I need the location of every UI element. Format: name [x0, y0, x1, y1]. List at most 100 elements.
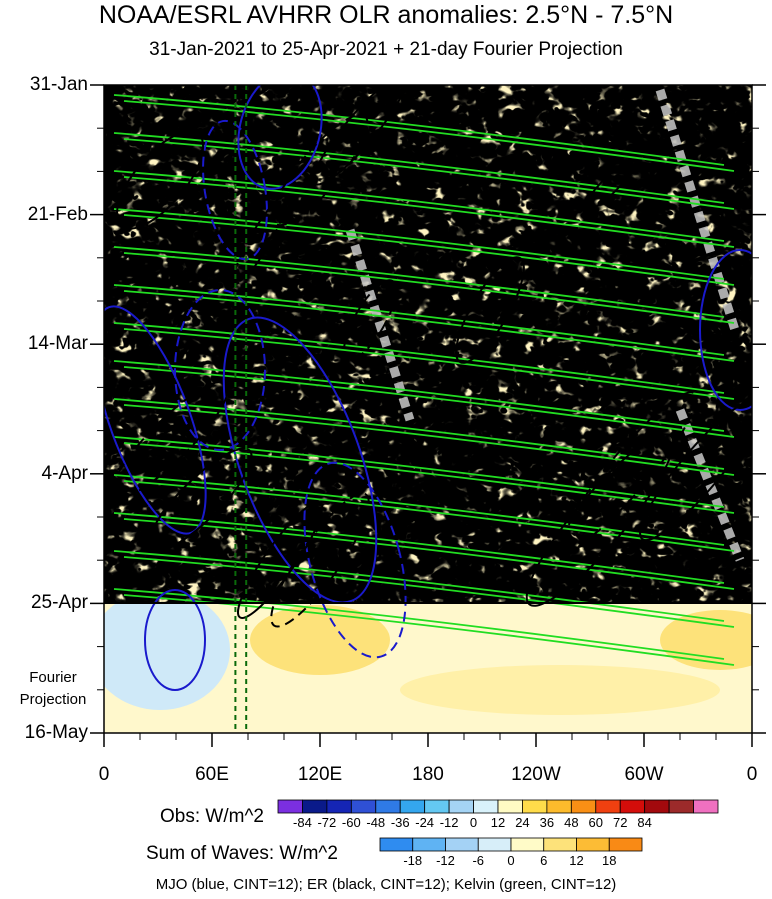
x-tick-label: 60W — [624, 764, 664, 785]
kelvin-contour — [113, 246, 725, 318]
obs-legend-swatch — [522, 799, 548, 814]
obs-legend-tick-label: 0 — [469, 815, 478, 830]
waves-legend-swatch — [576, 837, 610, 852]
er-contour — [562, 391, 698, 549]
contour-legend-note: MJO (blue, CINT=12); ER (black, CINT=12)… — [155, 876, 617, 893]
missing-data-streak — [655, 88, 740, 332]
waves-legend-title: Sum of Waves: W/m^2 — [146, 843, 338, 864]
missing-data-streak — [675, 408, 745, 562]
obs-legend-tick-label: 84 — [637, 815, 652, 830]
kelvin-contour — [113, 588, 725, 660]
obs-legend-tick-label: 12 — [490, 815, 506, 830]
obs-legend-swatch — [570, 799, 597, 814]
kelvin-contour — [113, 474, 725, 546]
waves-legend-tick-label: 6 — [540, 853, 548, 868]
projection-positive-anomaly — [660, 610, 752, 670]
x-tick-label: 120W — [511, 764, 561, 785]
obs-legend-swatch — [619, 799, 646, 814]
chart-title: NOAA/ESRL AVHRR OLR anomalies: 2.5°N - 7… — [98, 1, 674, 29]
obs-legend-swatch — [399, 799, 426, 814]
y-tick-label: 4-Apr — [41, 463, 88, 484]
kelvin-contour — [123, 176, 735, 248]
mjo-contour — [174, 289, 266, 451]
obs-legend-swatch — [350, 799, 377, 814]
x-tick-label: 60E — [195, 764, 229, 785]
er-contour — [343, 279, 397, 361]
y-tick-label: 14-Mar — [27, 333, 88, 354]
plot-axes — [90, 84, 766, 747]
waves-legend-swatch — [510, 837, 545, 852]
kelvin-contour — [113, 132, 725, 204]
waves-legend-swatch — [608, 837, 643, 852]
x-tick-label: 0 — [746, 764, 758, 785]
kelvin-contour — [113, 208, 725, 280]
projection-positive-anomaly — [400, 665, 720, 715]
kelvin-contour — [113, 360, 725, 432]
kelvin-contour — [123, 594, 735, 666]
mjo-contour — [104, 305, 207, 535]
obs-legend-tick-label: 24 — [515, 815, 530, 830]
obs-legend-swatch — [668, 799, 694, 814]
er-contour — [115, 130, 205, 230]
kelvin-contour — [123, 214, 735, 286]
obs-legend-tick-label: -84 — [293, 815, 312, 830]
waves-legend-tick-label: -12 — [436, 853, 455, 868]
obs-legend-tick-label: 36 — [539, 815, 555, 830]
obs-legend-swatch — [424, 799, 450, 814]
waves-legend-swatch — [477, 837, 512, 852]
projection-positive-anomaly — [250, 605, 390, 675]
kelvin-contour — [113, 512, 725, 584]
waves-legend-tick-label: 0 — [507, 853, 515, 868]
kelvin-contour — [113, 94, 725, 166]
obs-legend-tick-label: 48 — [564, 815, 579, 830]
obs-legend-tick-label: -24 — [415, 815, 435, 830]
fourier-projection-label: Fourier Projection — [19, 669, 87, 708]
obs-legend-swatch — [693, 799, 719, 814]
kelvin-contour — [123, 252, 735, 324]
er-contour — [455, 256, 525, 364]
x-tick-label: 180 — [412, 764, 444, 785]
projection-field — [104, 603, 752, 733]
er-contour — [270, 492, 370, 628]
waves-legend-swatch — [412, 837, 446, 852]
kelvin-contour — [123, 556, 735, 628]
er-contour — [147, 447, 253, 553]
kelvin-contour — [123, 518, 735, 590]
obs-legend-swatch — [375, 799, 401, 814]
er-contour — [639, 398, 752, 542]
obs-legend-swatch — [644, 799, 670, 814]
waves-legend-swatch — [543, 837, 577, 852]
er-contour — [110, 380, 230, 500]
er-contour — [312, 85, 408, 186]
waves-legend-tick-label: -6 — [472, 853, 485, 868]
obs-legend-title: Obs: W/m^2 — [160, 806, 264, 827]
x-tick-label: 0 — [98, 764, 110, 785]
waves-legend-swatch — [445, 837, 479, 852]
obs-legend-swatch — [302, 799, 328, 814]
mjo-contour — [222, 316, 378, 604]
kelvin-contour — [123, 100, 735, 172]
obs-legend-swatch — [595, 799, 621, 814]
obs-legend-tick-label: -60 — [341, 815, 361, 830]
y-tick-label: 16-May — [24, 722, 88, 743]
obs-legend-swatch — [326, 799, 352, 814]
kelvin-contour — [113, 550, 725, 622]
kelvin-contour — [123, 328, 735, 400]
mjo-contour — [303, 461, 407, 659]
obs-legend-swatch — [473, 799, 499, 814]
obs-legend-tick-label: 72 — [612, 815, 628, 830]
missing-data-streak — [345, 228, 415, 422]
mjo-contour — [237, 85, 323, 190]
kelvin-contour — [113, 284, 725, 356]
chart-subtitle: 31-Jan-2021 to 25-Apr-2021 + 21-day Four… — [149, 39, 623, 60]
mjo-contour — [699, 249, 752, 411]
obs-legend-tick-label: -36 — [390, 815, 410, 830]
mjo-contour — [144, 589, 206, 691]
kelvin-contour — [123, 442, 735, 514]
obs-legend-tick-label: -72 — [317, 815, 337, 830]
er-contour — [583, 158, 637, 212]
obs-legend-tick-label: -48 — [366, 815, 386, 830]
kelvin-contour — [123, 290, 735, 362]
kelvin-contour — [113, 322, 725, 394]
